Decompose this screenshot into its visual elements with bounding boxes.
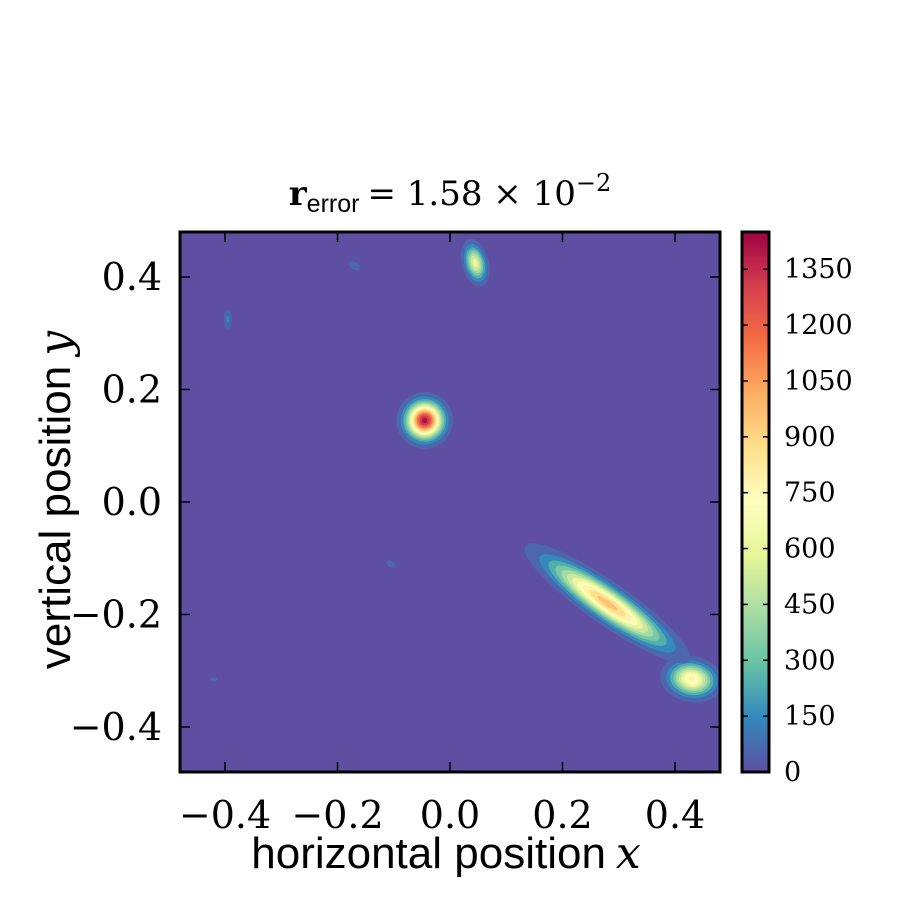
colorbar-tick-label: 150 [784, 701, 836, 732]
colorbar: 0 150 300 450 600 750 900 1050 1200 1350 [740, 230, 853, 788]
title-equals: = 1.58 × 10 [367, 174, 575, 214]
colorbar-tick-label: 900 [784, 422, 836, 453]
plot-background [180, 232, 720, 772]
x-tick-label: 0.0 [420, 793, 480, 837]
heatmap-blob-6 [348, 261, 361, 271]
colorbar-tick-labels: 0 150 300 450 600 750 900 1050 1200 1350 [784, 254, 853, 788]
x-axis-label: horizontal position x [251, 828, 641, 879]
heatmap-blob-7 [386, 560, 396, 568]
x-axis-label-text: horizontal position [251, 829, 606, 878]
colorbar-tick-label: 1200 [784, 310, 853, 341]
title-subscript: error [307, 190, 360, 218]
y-tick-label: 0.4 [102, 255, 162, 299]
colorbar-tick-label: 300 [784, 645, 836, 676]
heatmap-blob-3 [524, 543, 691, 664]
colorbar-tick-label: 1350 [784, 254, 853, 285]
x-tick-label: 0.4 [645, 793, 705, 837]
y-tick-label: −0.4 [70, 705, 162, 749]
heatmap-blob-1 [396, 392, 454, 449]
title-symbol: r [289, 174, 308, 214]
blob-contour-level [597, 596, 618, 611]
colorbar-tick-label: 600 [784, 534, 836, 565]
heatmap-blob-4 [460, 238, 490, 287]
blob-contour-level [348, 261, 361, 271]
blob-contour-level [472, 258, 478, 268]
blob-contour-level [386, 560, 396, 568]
blob-contour-level [226, 315, 230, 323]
title-exponent: −2 [576, 169, 611, 197]
colorbar-gradient [742, 232, 769, 772]
blob-contour-level [688, 676, 696, 682]
blob-contour-level [422, 417, 428, 424]
heatmap-blob-8 [209, 677, 218, 681]
plot-frame [178, 230, 722, 774]
y-axis-label-variable: y [30, 330, 81, 358]
colorbar-ticks [742, 268, 769, 773]
plot-area [178, 230, 722, 774]
x-axis-label-variable: x [616, 828, 641, 879]
heatmap-blobs [209, 238, 720, 703]
heatmap-blob-2 [660, 655, 720, 703]
y-tick-label: 0.2 [102, 368, 162, 412]
x-tick-labels: −0.4 −0.2 0.0 0.2 0.4 [179, 793, 705, 837]
x-tick-label: −0.4 [179, 793, 271, 837]
y-axis-label: vertical position y [30, 330, 81, 669]
colorbar-tick-label: 1050 [784, 366, 853, 397]
colorbar-tick-label: 450 [784, 589, 836, 620]
colorbar-tick-label: 750 [784, 478, 836, 509]
chart-title: rerror = 1.58 × 10−2 [289, 169, 611, 218]
y-tick-labels: −0.4 −0.2 0.0 0.2 0.4 [70, 255, 162, 749]
heatmap-blob-5 [223, 309, 232, 329]
y-axis-label-text: vertical position [31, 366, 80, 669]
colorbar-frame [740, 230, 771, 774]
colorbar-tick-label: 0 [784, 757, 801, 788]
blob-contour-level [209, 677, 218, 681]
x-tick-label: −0.2 [291, 793, 383, 837]
y-tick-label: −0.2 [70, 593, 162, 637]
y-tick-label: 0.0 [102, 480, 162, 524]
x-tick-label: 0.2 [532, 793, 592, 837]
plot-ticks [180, 232, 720, 772]
